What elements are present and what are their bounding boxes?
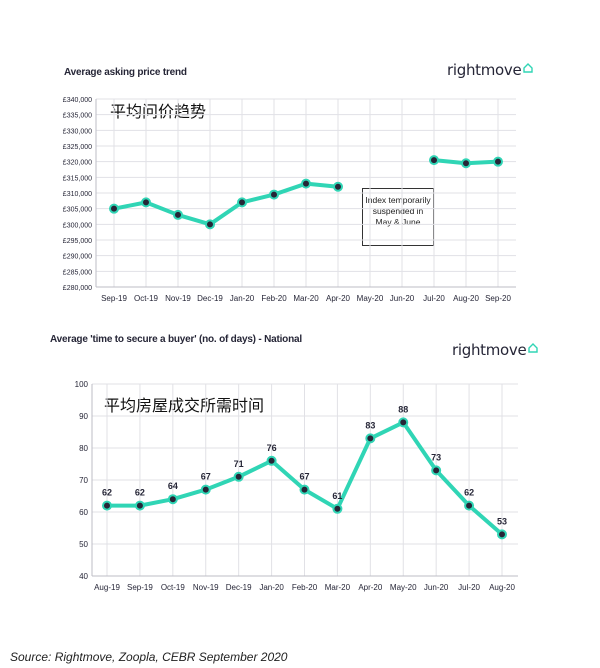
data-label: 64 [168,481,178,491]
data-point [134,500,145,511]
y-tick-label: £315,000 [63,175,92,182]
house-outline-icon [528,343,539,353]
data-point [205,219,215,230]
y-tick-label: 50 [79,540,88,549]
data-point [299,484,310,495]
x-tick-label: Mar-20 [293,294,319,303]
data-label: 71 [234,459,244,469]
house-outline-icon [523,63,534,73]
data-point [266,455,277,466]
data-point [365,433,376,444]
y-tick-label: 70 [79,476,88,485]
data-point [398,417,409,428]
data-point [333,181,343,192]
data-point [493,156,503,167]
x-tick-label: Apr-20 [326,294,351,303]
y-tick-label: £295,000 [63,238,92,245]
data-point [497,529,507,540]
data-label: 61 [332,491,342,501]
data-label: 76 [267,443,277,453]
source-note: Source: Rightmove, Zoopla, CEBR Septembe… [10,650,288,664]
x-tick-label: Nov-19 [193,583,219,592]
data-point [269,189,279,200]
chart1-title: Average asking price trend [64,67,187,78]
chart2-svg: 40 50 60 70 80 90 100 Aug-19 Sep-19 Oct-19 Nov-19 D… [75,380,518,592]
x-tick-label: Aug-19 [94,583,120,592]
chart1-annotation: Index temporarily suspended in May & Jun… [362,188,434,246]
x-tick-label: Mar-20 [325,583,351,592]
y-tick-label: £285,000 [63,269,92,276]
data-label: 88 [398,404,408,414]
x-tick-label: Feb-20 [261,294,287,303]
x-tick-label: Sep-19 [101,294,127,303]
y-tick-label: £310,000 [63,191,92,198]
x-tick-label: May-20 [357,294,384,303]
data-label: 53 [497,516,507,526]
x-tick-label: May-20 [390,583,417,592]
x-tick-label: Oct-19 [161,583,186,592]
chart2-caption: 平均房屋成交所需时间 [104,396,265,415]
y-tick-label: £340,000 [63,97,92,104]
y-tick-label: £325,000 [63,144,92,151]
x-tick-label: Jan-20 [259,583,284,592]
data-point [431,465,442,476]
x-tick-label: Sep-19 [127,583,153,592]
chart1-caption: 平均问价趋势 [110,102,207,121]
y-tick-label: £305,000 [63,207,92,214]
data-label: 62 [135,488,145,498]
series-line [112,181,340,227]
x-tick-label: Jul-20 [423,294,445,303]
data-point [233,471,244,482]
x-tick-label: Oct-19 [134,294,159,303]
data-label: 67 [201,472,211,482]
y-tick-label: £280,000 [63,285,92,292]
x-tick-label: Jan-20 [230,294,255,303]
brand-name: rightmove [447,61,522,79]
x-tick-label: Dec-19 [226,583,252,592]
brand-logo-bottom: rightmove [452,341,539,359]
x-tick-label: Jun-20 [424,583,449,592]
chart1-svg: £280,000 £285,000 £290,000 £295,000 £300,000… [63,97,516,303]
y-tick-label: £300,000 [63,222,92,229]
data-point [167,494,178,505]
data-point [200,484,211,495]
data-point [237,197,247,208]
y-tick-label: £320,000 [63,160,92,167]
chart2-title: Average 'time to secure a buyer' (no. of… [50,334,302,345]
y-tick-label: £335,000 [63,113,92,120]
x-tick-label: Aug-20 [489,583,515,592]
data-point [301,178,311,189]
y-tick-label: 60 [79,508,88,517]
x-tick-label: Jul-20 [458,583,480,592]
y-tick-label: 40 [79,572,88,581]
y-tick-label: 90 [79,412,88,421]
data-point [109,203,119,214]
brand-logo-top: rightmove [447,61,534,79]
data-label: 62 [102,488,112,498]
x-tick-label: Jun-20 [390,294,415,303]
brand-name: rightmove [452,341,527,359]
data-label: 83 [365,420,375,430]
x-tick-label: Apr-20 [358,583,383,592]
y-tick-label: 80 [79,444,88,453]
x-tick-label: Dec-19 [197,294,223,303]
data-point [173,209,183,220]
data-point [464,500,475,511]
x-tick-label: Aug-20 [453,294,479,303]
data-point [141,197,151,208]
y-tick-label: £330,000 [63,128,92,135]
y-tick-label: 100 [75,380,89,389]
data-point [461,158,471,169]
x-tick-label: Feb-20 [292,583,318,592]
x-tick-label: Sep-20 [485,294,511,303]
y-tick-label: £290,000 [63,254,92,261]
data-label: 73 [431,452,441,462]
data-point [429,155,439,166]
data-point [102,500,112,511]
x-tick-label: Nov-19 [165,294,191,303]
data-point [332,503,343,514]
data-label: 62 [464,488,474,498]
data-label: 67 [299,472,309,482]
